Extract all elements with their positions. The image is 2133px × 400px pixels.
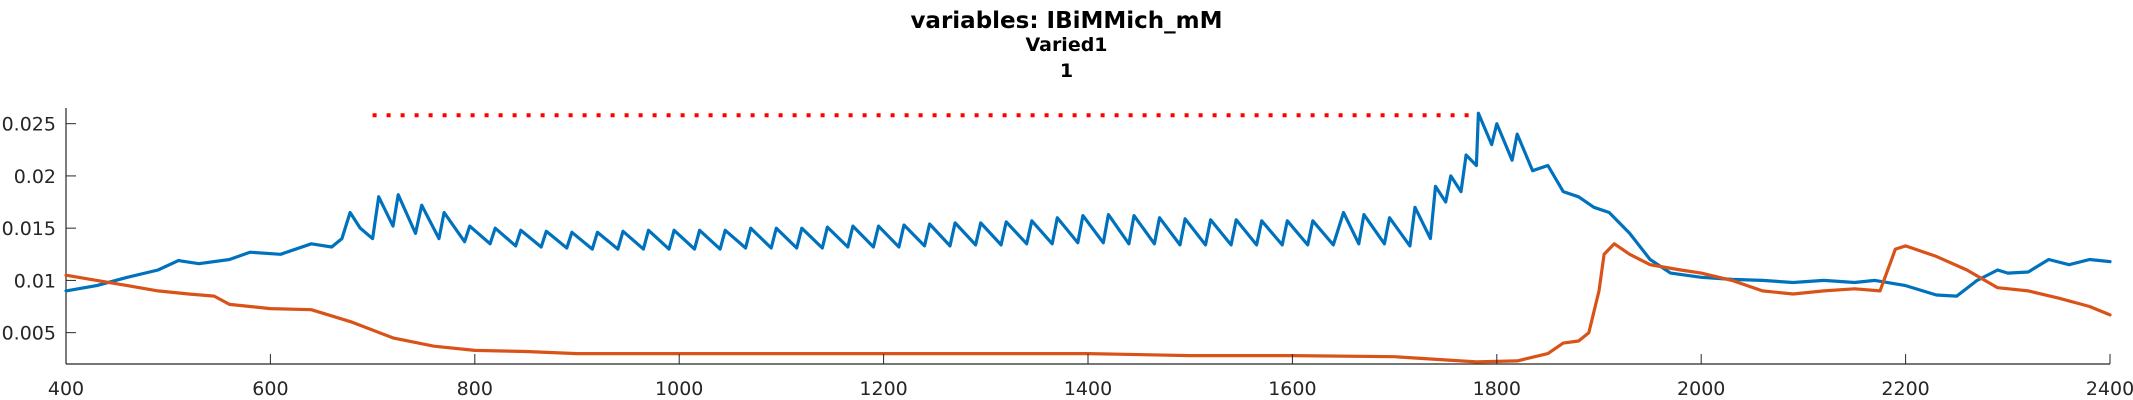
x-tick-label: 1400 [1064, 378, 1112, 400]
x-tick-label: 1800 [1473, 378, 1521, 400]
y-tick-label: 0.025 [2, 114, 56, 136]
y-tick-label: 0.02 [14, 166, 56, 188]
x-tick-label: 2400 [2086, 378, 2133, 400]
y-tick-label: 0.005 [2, 323, 56, 345]
tick-layer: 400 600 800 1000 1200 1400 1600 1800 2000 2200 240… [2, 114, 2133, 400]
series-line-orange [64, 242, 2112, 364]
x-tick-label: 1000 [655, 378, 703, 400]
x-tick-label: 2000 [1677, 378, 1725, 400]
x-tick-label: 800 [457, 378, 493, 400]
x-tick-label: 2200 [1881, 378, 1929, 400]
series-line-blue [64, 111, 2112, 298]
y-tick-label: 0.015 [2, 218, 56, 240]
chart-subtitle-1: Varied1 [1025, 34, 1108, 56]
x-tick-label: 400 [48, 378, 84, 400]
x-tick-label: 1600 [1268, 378, 1316, 400]
chart-subtitle-2: 1 [1059, 60, 1074, 82]
y-tick-label: 0.01 [14, 270, 56, 292]
x-tick-label: 1200 [859, 378, 907, 400]
x-tick-label: 600 [252, 378, 288, 400]
series-layer [64, 111, 2112, 364]
chart-title: variables: IBiMMich_mM [910, 8, 1223, 34]
